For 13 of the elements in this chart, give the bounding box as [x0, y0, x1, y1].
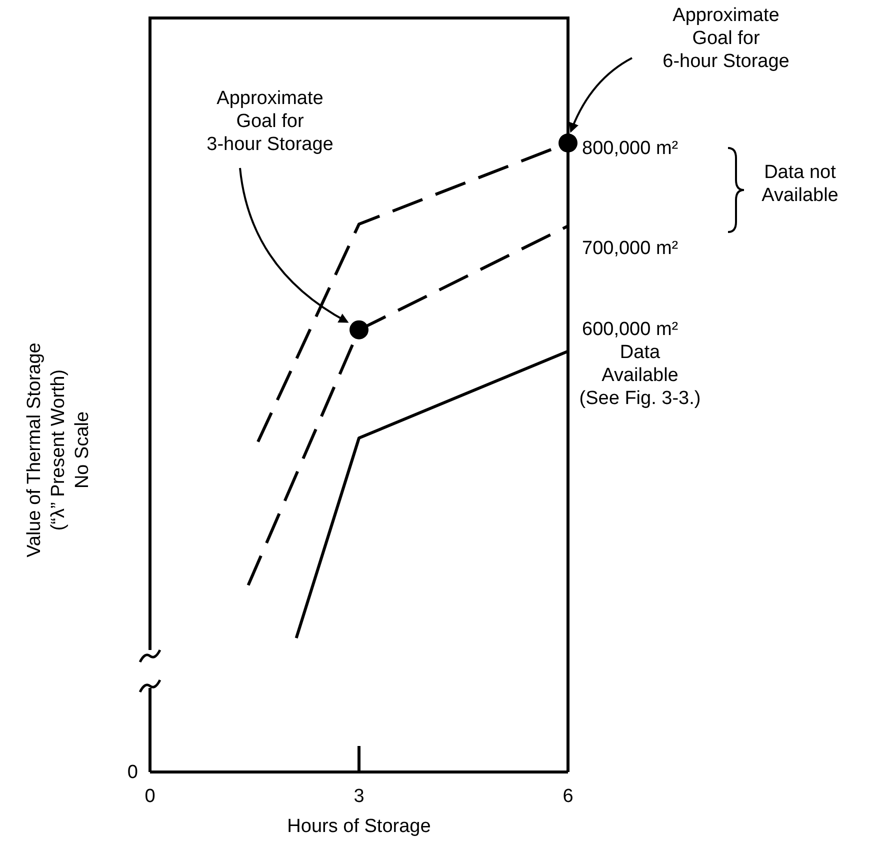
x-tick-label: 3 — [354, 786, 364, 807]
text: Data Available (See Fig. 3-3.) — [579, 342, 701, 409]
y-axis-title: Value of Thermal Storage (“λ” Present Worth) No Scale — [24, 342, 93, 558]
series-label: 600,000 m² — [582, 319, 678, 340]
series-label: 800,000 m² — [582, 138, 678, 159]
series-label: 700,000 m² — [582, 238, 678, 260]
text: Data not Available — [762, 162, 838, 206]
x-axis-title: Hours of Storage — [287, 816, 431, 837]
x-tick-label: 0 — [144, 786, 156, 807]
text: Approximate Goal for 6-hour Storage — [662, 5, 790, 72]
x-tick-label: 6 — [562, 786, 574, 807]
annotation: Approximate Goal for 3-hour Storage — [206, 88, 334, 155]
text: 0 — [127, 762, 138, 783]
